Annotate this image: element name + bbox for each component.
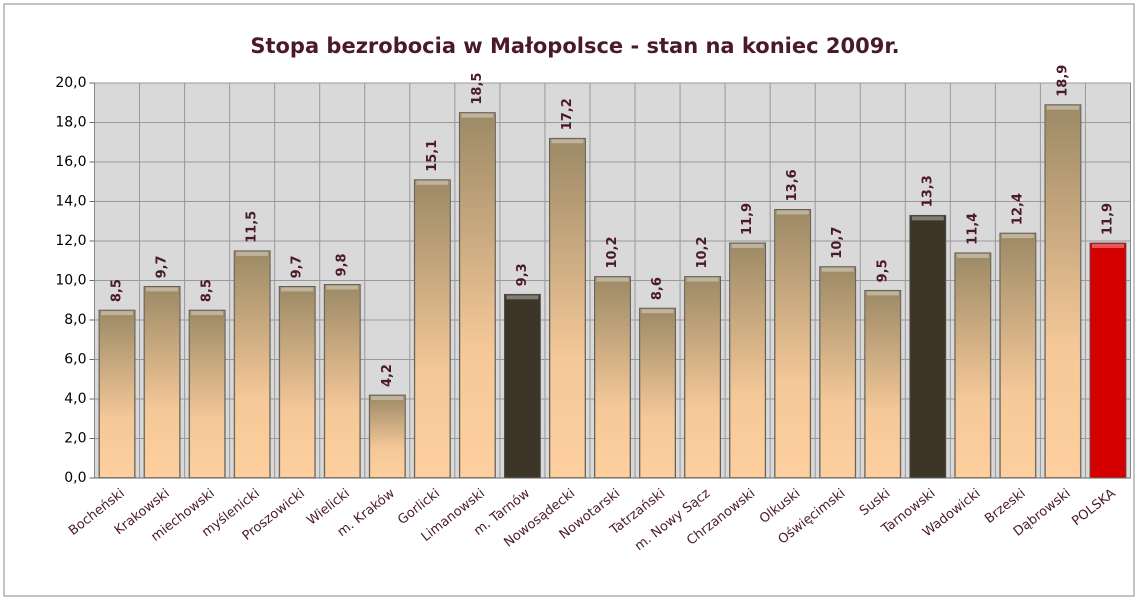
value-label: 18,5 (470, 73, 485, 105)
value-label: 4,2 (380, 364, 395, 387)
value-label: 15,1 (425, 140, 440, 172)
bar-shade (865, 291, 900, 477)
bar-shade (235, 251, 270, 477)
bar-highlight (1001, 234, 1034, 239)
y-tick-label: 16,0 (55, 154, 86, 170)
bar-highlight (326, 285, 359, 290)
bar-highlight (776, 210, 809, 215)
bar-highlight (911, 216, 944, 221)
bar-shade (100, 311, 135, 477)
y-tick-label: 4,0 (64, 391, 86, 407)
bar-shade (595, 277, 630, 477)
bar-highlight (236, 251, 269, 256)
y-tick-label: 6,0 (64, 352, 86, 368)
value-label: 18,9 (1055, 65, 1070, 97)
bar-highlight (551, 139, 584, 144)
bar-highlight (281, 287, 314, 292)
value-label: 11,9 (1100, 203, 1115, 235)
value-label: 8,5 (200, 279, 215, 302)
bar-highlight (506, 295, 539, 300)
bar-shade (415, 180, 450, 477)
bar-highlight (596, 277, 629, 282)
bar-shade (280, 287, 315, 477)
bar-highlight (101, 311, 134, 316)
value-label: 17,2 (560, 98, 575, 130)
bar-highlight (866, 291, 899, 296)
bar-highlight (821, 267, 854, 272)
bar-shade (1045, 105, 1080, 477)
bar (503, 293, 541, 479)
value-label: 11,4 (965, 213, 980, 245)
bar-shade (640, 309, 675, 477)
bar-highlight (371, 396, 404, 401)
value-label: 8,5 (110, 279, 125, 302)
bar-shade (145, 287, 180, 477)
value-label: 13,3 (920, 175, 935, 207)
bar-highlight (416, 180, 449, 185)
bar (909, 214, 947, 479)
bar-highlight (956, 253, 989, 258)
value-label: 13,6 (785, 169, 800, 201)
bar-highlight (461, 113, 494, 118)
value-label: 9,8 (335, 253, 350, 276)
bar-shade (550, 139, 585, 478)
bar-shade (775, 210, 810, 477)
value-label: 10,7 (830, 227, 845, 259)
y-tick-label: 20,0 (55, 75, 86, 91)
bar-highlight (1091, 243, 1124, 248)
value-label: 10,2 (695, 236, 710, 268)
bar-highlight (1046, 105, 1079, 110)
bar-shade (730, 243, 765, 477)
bar-highlight (146, 287, 179, 292)
bar-highlight (641, 309, 674, 314)
value-label: 9,7 (290, 255, 305, 278)
value-label: 11,5 (245, 211, 260, 243)
value-label: 8,6 (650, 277, 665, 300)
bar-shade (460, 113, 495, 477)
value-label: 9,5 (875, 259, 890, 282)
value-label: 9,3 (515, 263, 530, 286)
bar-shade (685, 277, 720, 477)
bar-highlight (731, 243, 764, 248)
y-tick-label: 14,0 (55, 194, 86, 210)
bar-highlight (686, 277, 719, 282)
value-label: 12,4 (1010, 193, 1025, 225)
value-label: 9,7 (155, 255, 170, 278)
bar-shade (325, 285, 360, 477)
bar-shade (370, 396, 405, 477)
bar-shade (820, 267, 855, 477)
y-tick-label: 12,0 (55, 233, 86, 249)
y-tick-label: 10,0 (55, 273, 86, 289)
y-tick-label: 0,0 (64, 470, 86, 486)
value-label: 11,9 (740, 203, 755, 235)
bar-shade (1000, 234, 1035, 477)
y-tick-label: 2,0 (64, 431, 86, 447)
bar (1089, 242, 1127, 479)
y-tick-label: 18,0 (55, 115, 86, 131)
bar-shade (955, 253, 990, 477)
bar-shade (190, 311, 225, 477)
value-label: 10,2 (605, 236, 620, 268)
bar-highlight (191, 311, 224, 316)
chart-title: Stopa bezrobocia w Małopolsce - stan na … (250, 34, 899, 58)
y-tick-label: 8,0 (64, 312, 86, 328)
